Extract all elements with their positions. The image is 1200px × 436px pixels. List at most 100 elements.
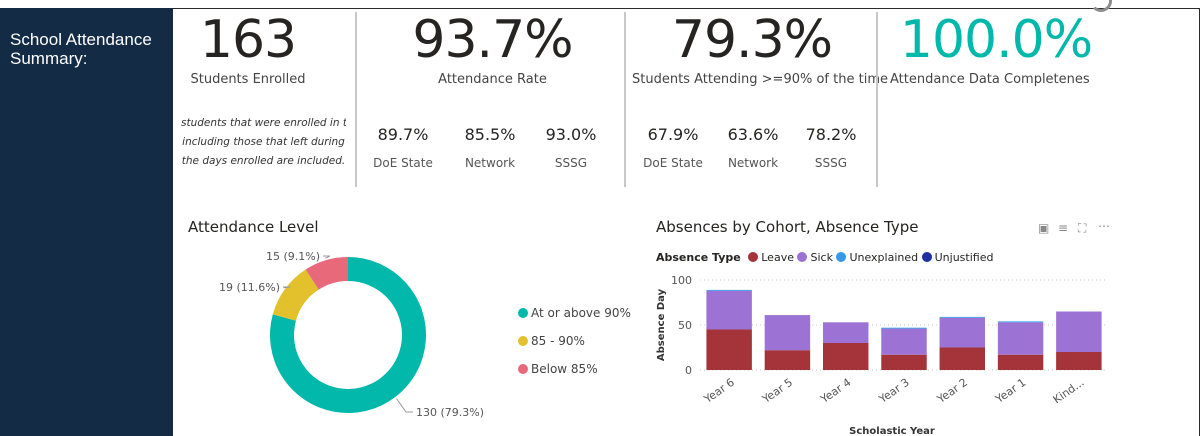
bar-segment[interactable]	[997, 354, 1044, 370]
note-line: the days enrolled are included.	[181, 155, 346, 167]
kpi-value: 93.7%	[412, 10, 573, 70]
bar-legend: Absence Type Leave Sick Unexplained Unju…	[656, 251, 993, 264]
legend-label: At or above 90%	[531, 306, 631, 320]
kpi-attendance-rate: 93.7% Attendance Rate	[365, 10, 620, 87]
bar-segment[interactable]	[764, 315, 811, 351]
sidebar: School Attendance Summary:	[0, 8, 173, 436]
bar-segment[interactable]	[881, 327, 927, 329]
bar-segment[interactable]	[939, 316, 986, 318]
legend-item-85-90[interactable]: 85 - 90%	[518, 334, 585, 348]
y-axis-label: Absence Day	[656, 288, 667, 361]
bar-segment[interactable]	[822, 322, 869, 343]
breakdown-value: 85.5%	[464, 125, 516, 144]
kpi-value: 163	[199, 10, 297, 70]
donut-data-label: 19 (11.6%)	[219, 281, 280, 294]
x-tick-label: Year 2	[934, 376, 970, 407]
x-tick-label: Year 3	[876, 376, 912, 407]
breakdown-doe-state: 67.9% DoE State	[638, 125, 708, 170]
more-options-icon[interactable]: ⋯	[1098, 219, 1110, 233]
absences-bar-chart: 0 50 100 Absence Day Year 6 Year 5 Year 4 Year …	[656, 274, 1108, 436]
focus-mode-icon[interactable]: ⛶	[1078, 221, 1087, 235]
breakdown-label: Network	[727, 156, 779, 170]
legend-label: Below 85%	[531, 362, 598, 376]
copy-icon[interactable]: ▣	[1038, 221, 1050, 235]
legend-dot	[797, 252, 808, 262]
legend-item-below-85[interactable]: Below 85%	[518, 362, 598, 376]
bar-segment[interactable]	[997, 321, 1044, 323]
partial-circle-icon	[1090, 0, 1112, 12]
breakdown-sssg: 93.0% SSSG	[536, 125, 606, 170]
kpi-data-completeness: 100.0% Attendance Data Completenes	[885, 10, 1107, 87]
breakdown-doe-state: 89.7% DoE State	[368, 125, 438, 170]
breakdown-sssg: 78.2% SSSG	[796, 125, 866, 170]
legend-item-sick[interactable]: Sick	[797, 251, 833, 264]
legend-item-unexplained[interactable]: Unexplained	[836, 251, 918, 264]
donut-chart-title: Attendance Level	[188, 218, 319, 236]
legend-dot	[518, 364, 528, 374]
breakdown-value: 67.9%	[647, 125, 699, 144]
kpi-students-enrolled: 163 Students Enrolled	[183, 10, 313, 87]
x-tick-label: Year 6	[701, 376, 737, 407]
legend-label: 85 - 90%	[531, 334, 585, 348]
breakdown-label: DoE State	[643, 156, 703, 170]
bar-segment[interactable]	[1056, 352, 1102, 370]
donut-slice[interactable]	[272, 269, 319, 321]
kpi-label: Attendance Rate	[438, 72, 547, 87]
donut-leader-line	[396, 398, 413, 413]
attendance-level-donut-chart: 130 (79.3%) 19 (11.6%) 15 (9.1%)	[219, 250, 484, 419]
note-line: including those that left during	[182, 136, 345, 148]
bar-chart-title: Absences by Cohort, Absence Type	[656, 218, 919, 236]
legend-dot	[921, 252, 932, 262]
breakdown-label: SSSG	[814, 156, 848, 170]
bar-segment[interactable]	[706, 289, 752, 291]
bar-segment[interactable]	[706, 290, 752, 330]
y-tick-label: 50	[678, 319, 692, 332]
x-tick-label: Year 1	[992, 376, 1028, 407]
bar-segment[interactable]	[822, 343, 869, 370]
y-tick-label: 0	[685, 364, 692, 377]
legend-dot	[518, 308, 528, 318]
legend-label: Unjustified	[934, 251, 994, 264]
bar-segment[interactable]	[997, 322, 1044, 355]
kpi-label: Students Attending >=90% of the time	[632, 72, 888, 87]
breakdown-network: 85.5% Network	[455, 125, 525, 170]
breakdown-value: 93.0%	[545, 125, 597, 144]
enrolment-note: students that were enrolled in the inclu…	[181, 114, 346, 171]
kpi-divider	[876, 12, 878, 187]
donut-slice[interactable]	[270, 257, 426, 413]
kpi-attending-90: 79.3% Students Attending >=90% of the ti…	[632, 10, 888, 87]
breakdown-label: Network	[464, 156, 516, 170]
donut-slice[interactable]	[305, 257, 348, 290]
bar-segment[interactable]	[1056, 311, 1102, 353]
breakdown-label: DoE State	[373, 156, 433, 170]
bar-segment[interactable]	[881, 354, 927, 370]
kpi-value: 100.0%	[899, 10, 1093, 70]
x-axis-label: Scholastic Year	[849, 426, 935, 436]
filter-icon[interactable]: ≡	[1058, 221, 1069, 235]
donut-data-label: 15 (9.1%)	[266, 250, 320, 263]
bar-segment[interactable]	[764, 350, 811, 370]
bar-segment[interactable]	[939, 317, 986, 348]
legend-item-leave[interactable]: Leave	[748, 251, 794, 264]
bar-segment[interactable]	[706, 329, 752, 371]
bar-legend-title: Absence Type	[656, 251, 741, 264]
kpi-label: Students Enrolled	[190, 72, 306, 87]
donut-data-label: 130 (79.3%)	[416, 406, 484, 419]
breakdown-network: 63.6% Network	[718, 125, 788, 170]
breakdown-value: 89.7%	[377, 125, 429, 144]
legend-label: Leave	[761, 251, 794, 264]
legend-item-at-or-above-90[interactable]: At or above 90%	[518, 306, 631, 320]
bar-segment[interactable]	[939, 347, 986, 371]
bar-segment[interactable]	[881, 328, 927, 355]
donut-leader-line	[283, 286, 291, 289]
legend-dot	[836, 252, 847, 262]
donut-leader-line	[323, 255, 331, 259]
y-tick-label: 100	[671, 274, 692, 287]
legend-dot	[748, 252, 759, 262]
breakdown-label: SSSG	[554, 156, 588, 170]
legend-item-unjustified[interactable]: Unjustified	[921, 251, 994, 264]
x-tick-label: Year 4	[817, 376, 853, 407]
frame-top-border	[0, 8, 1200, 9]
legend-label: Unexplained	[849, 251, 919, 264]
kpi-value: 79.3%	[671, 10, 833, 70]
